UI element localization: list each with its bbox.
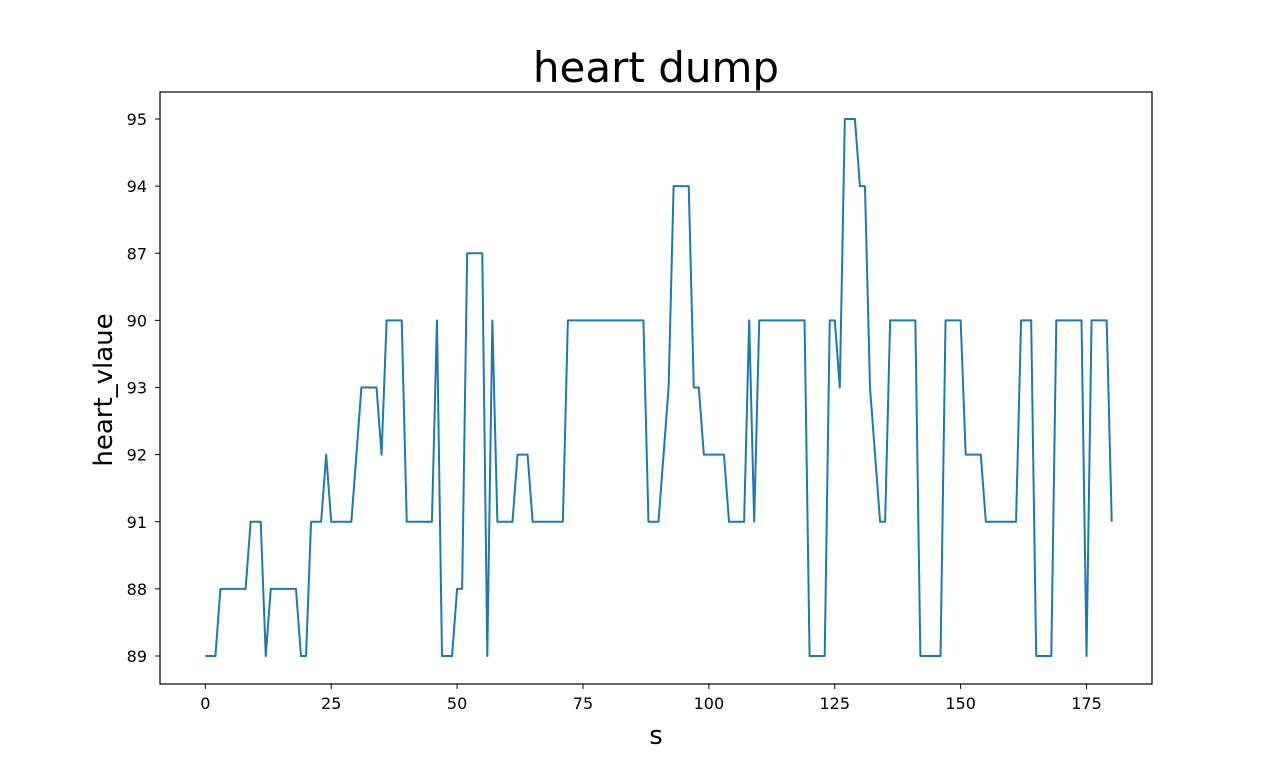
plot-frame xyxy=(159,91,1153,685)
y-tick-label: 91 xyxy=(127,513,147,532)
y-tick-label: 87 xyxy=(127,244,147,263)
series-line xyxy=(205,118,1113,657)
x-tick-label: 100 xyxy=(694,694,725,713)
y-tick-label: 95 xyxy=(127,110,147,129)
y-tick-label: 94 xyxy=(127,177,147,196)
x-tick-label: 0 xyxy=(200,694,210,713)
y-tick-label: 90 xyxy=(127,311,147,330)
y-axis-label: heart_vlaue xyxy=(89,313,119,466)
x-tick-label: 75 xyxy=(573,694,593,713)
y-tick-label: 92 xyxy=(127,446,147,465)
x-axis: 0 25 50 75 100 125 150 175 xyxy=(200,684,1102,713)
x-tick-label: 175 xyxy=(1071,694,1102,713)
x-tick-label: 25 xyxy=(321,694,341,713)
chart-title: heart dump xyxy=(533,43,779,92)
x-tick-label: 125 xyxy=(819,694,850,713)
y-axis: 89 88 91 92 93 90 87 94 95 xyxy=(127,110,160,666)
x-axis-label: s xyxy=(649,721,663,751)
y-tick-label: 93 xyxy=(127,379,147,398)
y-tick-label: 89 xyxy=(127,647,147,666)
plot-area xyxy=(205,118,1113,657)
y-tick-label: 88 xyxy=(127,580,147,599)
x-tick-label: 150 xyxy=(945,694,976,713)
x-tick-label: 50 xyxy=(447,694,467,713)
